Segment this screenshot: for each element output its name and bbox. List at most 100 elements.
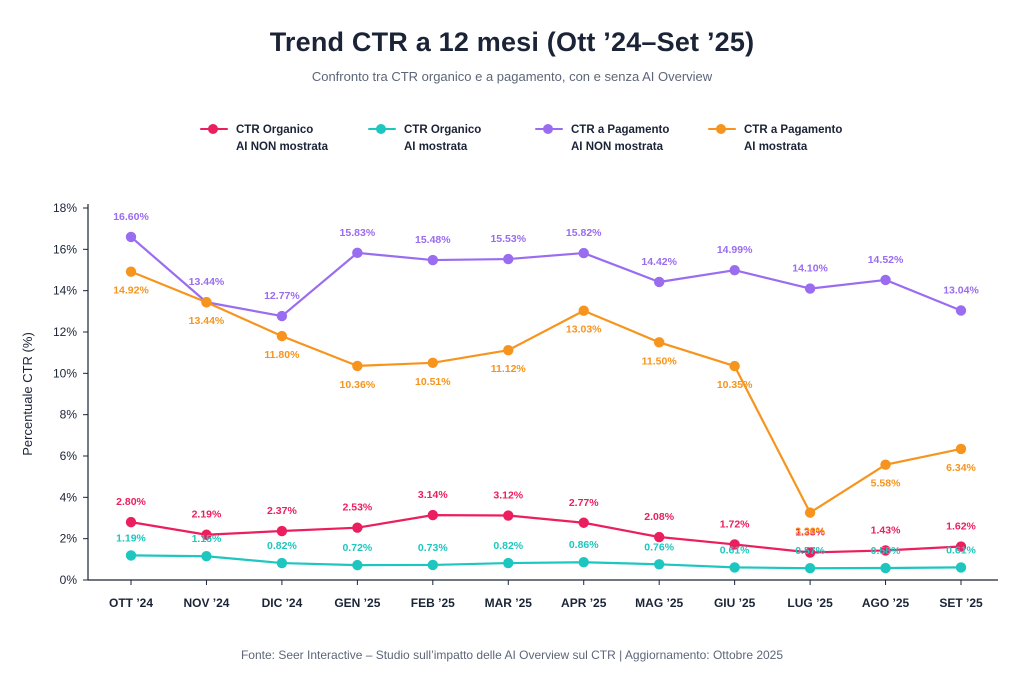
- data-label-1: 0.61%: [946, 544, 976, 556]
- data-label-0: 1.72%: [720, 518, 750, 530]
- data-label-3: 10.36%: [340, 379, 376, 391]
- data-label-3: 11.12%: [491, 363, 527, 375]
- data-label-3: 11.50%: [642, 355, 678, 367]
- data-point-1: [201, 551, 212, 562]
- data-label-1: 0.82%: [267, 540, 297, 552]
- y-axis-title: Percentuale CTR (%): [20, 332, 35, 456]
- data-point-2: [653, 276, 665, 288]
- data-point-3: [729, 360, 740, 372]
- legend-label-line1: CTR a Pagamento: [571, 124, 670, 136]
- legend-swatch-paid-no-ai: [533, 122, 565, 136]
- data-label-2: 14.52%: [868, 254, 904, 266]
- legend-item-organic-ai: CTR Organico AI mostrata: [366, 122, 481, 156]
- legend-item-paid-ai: CTR a Pagamento AI mostrata: [706, 122, 842, 156]
- data-point-2: [276, 310, 288, 322]
- chart-subtitle: Confronto tra CTR organico e a pagamento…: [311, 69, 713, 84]
- x-tick-label: FEB ’25: [411, 596, 455, 610]
- data-label-3: 11.80%: [264, 349, 300, 361]
- data-point-1: [352, 559, 363, 571]
- data-point-0: [880, 545, 891, 556]
- data-point-2: [125, 231, 137, 243]
- data-label-2: 15.82%: [566, 227, 602, 239]
- data-label-0: 2.37%: [267, 505, 297, 517]
- x-tick-label: MAR ’25: [485, 596, 533, 610]
- legend-item-paid-no-ai: CTR a Pagamento AI NON mostrata: [533, 122, 669, 156]
- x-tick-label: NOV ’24: [183, 596, 229, 610]
- data-point-2: [427, 254, 439, 266]
- data-label-0: 2.77%: [569, 497, 599, 509]
- data-label-1: 0.86%: [569, 539, 599, 551]
- x-tick-label: GEN ’25: [334, 596, 380, 610]
- data-point-1: [578, 557, 589, 568]
- data-point-1: [276, 557, 288, 569]
- data-point-0: [804, 547, 816, 558]
- data-point-1: [729, 562, 740, 573]
- data-point-1: [804, 563, 816, 574]
- data-point-0: [352, 522, 363, 533]
- legend-label-line1: CTR a Pagamento: [744, 124, 843, 136]
- y-tick-label: 10%: [53, 366, 77, 380]
- data-point-0: [427, 509, 439, 521]
- data-point-0: [276, 525, 288, 537]
- data-label-1: 1.15%: [192, 533, 222, 545]
- data-point-0: [955, 541, 967, 552]
- legend-label-line2: AI mostrata: [404, 141, 468, 153]
- data-point-2: [503, 253, 514, 265]
- data-point-2: [578, 247, 589, 259]
- legend-label-line2: AI mostrata: [744, 141, 808, 153]
- data-label-1: 0.73%: [418, 542, 448, 554]
- data-point-3: [276, 330, 288, 342]
- data-label-0: 2.08%: [644, 511, 674, 523]
- data-point-0: [653, 531, 665, 543]
- data-label-1: 0.61%: [720, 544, 750, 556]
- data-point-2: [955, 305, 967, 316]
- data-label-2: 14.42%: [641, 256, 677, 268]
- data-label-3: 13.03%: [566, 324, 602, 336]
- x-tick-label: LUG ’25: [787, 596, 833, 610]
- legend-label-line1: CTR Organico: [404, 124, 482, 136]
- y-tick-label: 2%: [60, 532, 78, 546]
- legend-label-line2: AI NON mostrata: [571, 141, 664, 153]
- data-label-3: 13.44%: [189, 315, 225, 327]
- y-tick-label: 18%: [53, 201, 77, 215]
- data-label-0: 2.80%: [116, 496, 146, 508]
- data-label-2: 16.60%: [113, 211, 149, 223]
- y-tick-label: 16%: [53, 242, 77, 256]
- data-label-3: 6.34%: [946, 462, 976, 474]
- x-tick-label: AGO ’25: [862, 596, 910, 610]
- data-point-3: [955, 443, 967, 455]
- data-point-1: [427, 559, 439, 571]
- data-label-3: 14.92%: [113, 285, 149, 297]
- data-label-3: 3.26%: [795, 526, 825, 538]
- data-point-2: [804, 283, 816, 294]
- legend-label-line1: CTR Organico: [236, 124, 314, 136]
- legend-label-line2: AI NON mostrata: [236, 141, 329, 153]
- data-point-0: [125, 516, 137, 528]
- data-label-1: 0.72%: [342, 542, 372, 554]
- data-point-3: [427, 357, 439, 368]
- data-label-2: 13.04%: [943, 285, 979, 297]
- data-label-0: 1.62%: [946, 521, 976, 533]
- y-tick-label: 6%: [60, 449, 78, 463]
- data-point-3: [125, 266, 137, 277]
- data-point-1: [955, 562, 967, 573]
- data-label-2: 14.10%: [792, 263, 828, 275]
- data-point-2: [352, 247, 363, 259]
- legend-swatch-organic-ai: [366, 122, 398, 136]
- x-tick-label: GIU ’25: [714, 596, 756, 610]
- x-tick-label: DIC ’24: [262, 596, 303, 610]
- data-point-1: [653, 559, 665, 570]
- data-label-2: 13.44%: [189, 276, 225, 288]
- data-label-1: 0.76%: [644, 541, 674, 553]
- data-label-1: 0.58%: [871, 545, 901, 557]
- data-label-2: 15.48%: [415, 234, 451, 246]
- chart-title: Trend CTR a 12 mesi (Ott ’24–Set ’25): [269, 27, 755, 57]
- source-note: Fonte: Seer Interactive – Studio sull’im…: [240, 648, 784, 662]
- data-point-1: [125, 550, 137, 561]
- legend-swatch-paid-ai: [706, 122, 738, 136]
- data-label-1: 0.57%: [795, 545, 825, 557]
- data-label-3: 10.51%: [415, 376, 451, 388]
- y-tick-label: 0%: [60, 573, 78, 587]
- data-point-1: [880, 562, 891, 574]
